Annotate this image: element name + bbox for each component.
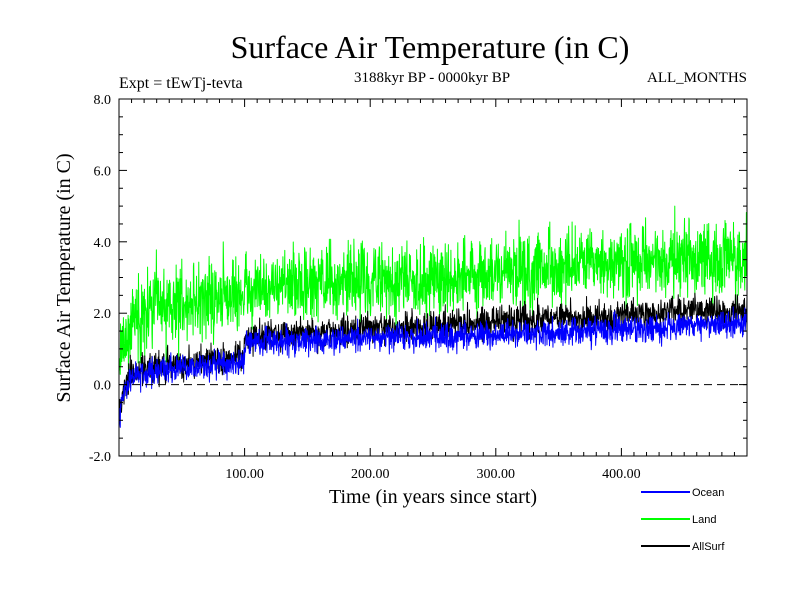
ticks-layer: 100.00 200.00 300.00 400.00 -2.0 0.0 2.0 4.0 6.0… <box>89 93 747 482</box>
y-tick-label: 0.0 <box>94 379 112 394</box>
x-tick-label: 100.00 <box>225 467 264 482</box>
legend-label-ocean: Ocean <box>692 487 724 499</box>
series-line-land <box>119 205 747 375</box>
x-tick-label: 200.00 <box>351 467 390 482</box>
plot-area: 100.00 200.00 300.00 400.00 -2.0 0.0 2.0 4.0 6.0… <box>89 93 748 482</box>
legend-label-land: Land <box>692 514 716 526</box>
x-axis-label: Time (in years since start) <box>329 486 537 508</box>
legend: Ocean Land AllSurf <box>641 487 725 553</box>
y-tick-label: 2.0 <box>94 307 112 322</box>
legend-label-allsurf: AllSurf <box>692 541 725 553</box>
y-tick-label: 6.0 <box>94 164 112 179</box>
time-range-label: 3188kyr BP - 0000kyr BP <box>354 70 510 86</box>
series-layer <box>119 205 747 428</box>
y-tick-label: 4.0 <box>94 236 112 251</box>
y-tick-label: -2.0 <box>89 450 111 465</box>
experiment-label: Expt = tEwTj-tevta <box>119 75 243 92</box>
x-tick-label: 300.00 <box>477 467 516 482</box>
series-line-ocean <box>119 306 747 428</box>
y-axis-label: Surface Air Temperature (in C) <box>53 153 75 402</box>
months-label: ALL_MONTHS <box>647 70 747 86</box>
y-tick-label: 8.0 <box>94 93 112 108</box>
chart-title: Surface Air Temperature (in C) <box>231 29 630 65</box>
x-tick-label: 400.00 <box>602 467 641 482</box>
